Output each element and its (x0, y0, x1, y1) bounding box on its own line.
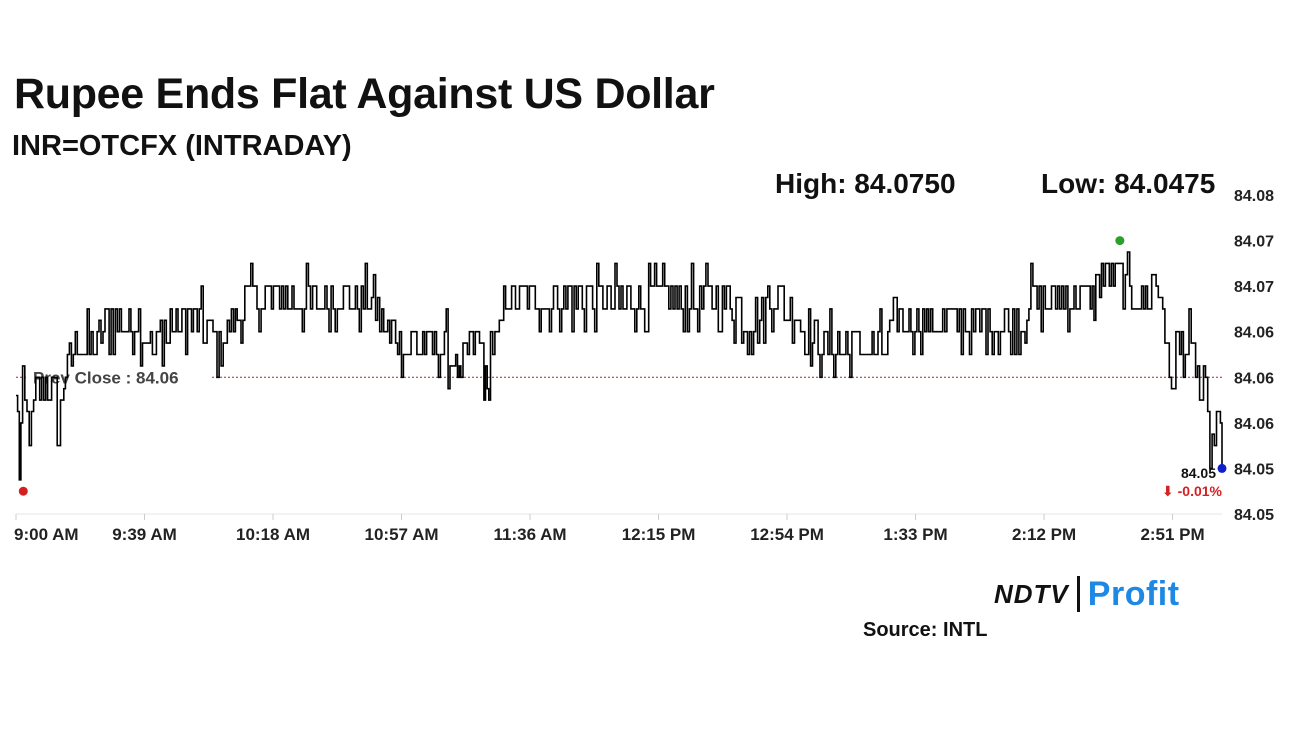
y-tick-label: 84.07 (1234, 279, 1274, 296)
prev-close-label-bg (26, 366, 210, 389)
high-value: High: 84.0750 (775, 168, 956, 199)
y-tick-label: 84.05 (1234, 461, 1274, 478)
y-tick-label: 84.07 (1234, 234, 1274, 251)
price-series-line[interactable] (16, 251, 1223, 481)
logo-divider (1076, 576, 1080, 612)
x-tick-label: 2:51 PM (1140, 525, 1204, 544)
logo-profit-text: Profit (1087, 574, 1180, 613)
last-change-label: ⬇ -0.01% (1162, 483, 1223, 499)
x-tick-label: 9:39 AM (112, 525, 177, 544)
last-change-value: -0.01% (1178, 483, 1223, 499)
last-price-marker (1217, 463, 1227, 473)
y-tick-label: 84.08 (1234, 188, 1274, 205)
x-tick-label: 12:15 PM (622, 525, 696, 544)
chart-subtitle: INR=OTCFX (INTRADAY) (12, 130, 352, 162)
prev-close-label: Prev Close : 84.06 (33, 368, 179, 387)
x-tick-label: 11:36 AM (493, 525, 566, 544)
x-tick-label: 12:54 PM (750, 525, 824, 544)
y-tick-label: 84.05 (1234, 507, 1274, 524)
y-tick-label: 84.06 (1234, 370, 1274, 387)
x-tick-label: 10:18 AM (236, 525, 310, 544)
logo-ndtv-text: NDTV (994, 578, 1069, 609)
x-tick-label: 1:33 PM (883, 525, 947, 544)
high-marker (1115, 236, 1125, 246)
x-tick-label: 10:57 AM (365, 525, 439, 544)
chart-title: Rupee Ends Flat Against US Dollar (14, 70, 715, 118)
x-tick-label: 2:12 PM (1012, 525, 1076, 544)
down-arrow-icon: ⬇ (1162, 483, 1178, 499)
low-value: Low: 84.0475 (1041, 168, 1216, 199)
y-tick-label: 84.06 (1234, 325, 1274, 342)
low-marker (18, 486, 28, 496)
last-price-label: 84.05 (1181, 465, 1216, 481)
x-tick-label: 9:00 AM (14, 525, 79, 544)
y-axis: 84.05 84.05 84.06 84.06 84.06 84.07 84.07 84.08 (1234, 188, 1274, 524)
x-axis: 9:00 AM 9:39 AM 10:18 AM 10:57 AM 11:36 AM 12… (14, 513, 1222, 544)
y-tick-label: 84.06 (1234, 416, 1274, 433)
source-note: Source: INTL (863, 619, 988, 641)
ndtv-profit-logo: NDTV Profit (994, 572, 1180, 616)
